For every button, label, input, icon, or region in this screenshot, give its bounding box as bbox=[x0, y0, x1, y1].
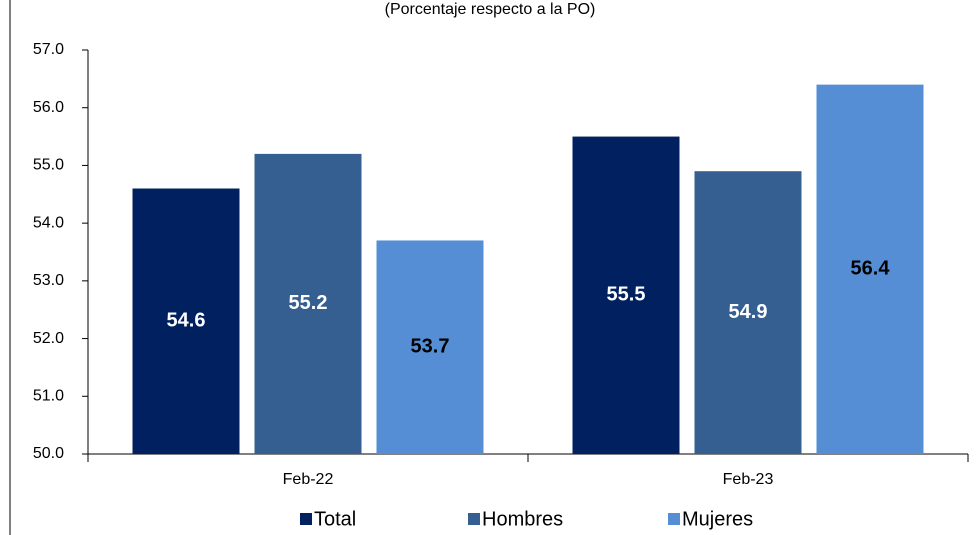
value-label: 53.7 bbox=[411, 336, 450, 358]
x-tick-label: Feb-22 bbox=[283, 471, 334, 488]
value-label: 55.2 bbox=[289, 292, 328, 314]
legend-swatch bbox=[468, 513, 480, 525]
bar bbox=[572, 136, 680, 455]
y-tick-label: 50.0 bbox=[33, 445, 64, 462]
y-tick-label: 55.0 bbox=[33, 157, 64, 174]
value-label: 54.9 bbox=[729, 301, 768, 323]
value-label: 54.6 bbox=[167, 310, 206, 332]
bar bbox=[376, 240, 484, 454]
bar bbox=[816, 84, 924, 454]
y-tick-label: 51.0 bbox=[33, 388, 64, 405]
chart-subtitle: (Porcentaje respecto a la PO) bbox=[385, 1, 596, 18]
bar bbox=[694, 171, 802, 454]
y-tick-label: 56.0 bbox=[33, 99, 64, 116]
bar bbox=[254, 153, 362, 454]
y-tick-label: 53.0 bbox=[33, 272, 64, 289]
legend-label: Hombres bbox=[482, 508, 563, 530]
legend-label: Total bbox=[314, 508, 356, 530]
legend-swatch bbox=[300, 513, 312, 525]
y-tick-label: 57.0 bbox=[33, 41, 64, 58]
value-label: 56.4 bbox=[851, 258, 891, 280]
bar bbox=[132, 188, 240, 454]
x-tick-label: Feb-23 bbox=[723, 471, 774, 488]
legend-swatch bbox=[668, 513, 680, 525]
y-tick-label: 52.0 bbox=[33, 330, 64, 347]
y-tick-label: 54.0 bbox=[33, 214, 64, 231]
legend-label: Mujeres bbox=[682, 508, 753, 530]
value-label: 55.5 bbox=[607, 284, 646, 306]
